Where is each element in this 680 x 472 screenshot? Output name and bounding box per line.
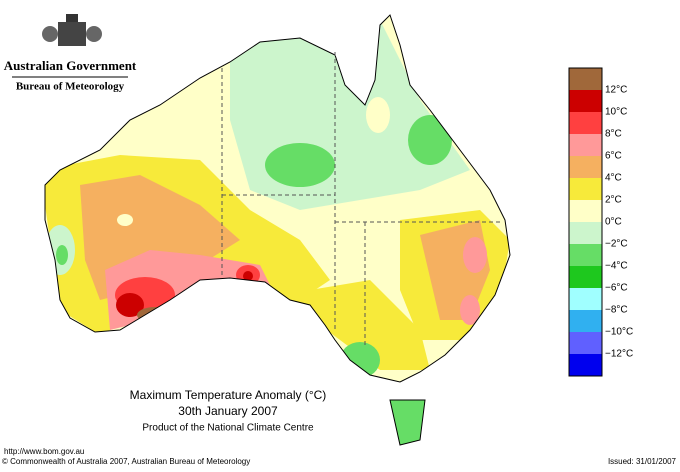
legend-label: −2°C	[605, 239, 628, 250]
legend-swatch	[569, 332, 602, 354]
map-date: 30th January 2007	[178, 404, 278, 418]
issued: Issued: 31/01/2007	[608, 457, 677, 466]
legend-swatch	[569, 310, 602, 332]
bureau: Bureau of Meteorology	[16, 81, 125, 93]
legend-swatch	[569, 266, 602, 288]
legend-swatch	[569, 68, 602, 90]
legend-label: −8°C	[605, 305, 628, 316]
copyright: © Commonwealth of Australia 2007, Austra…	[2, 457, 250, 466]
legend-swatch	[569, 288, 602, 310]
legend-label: 4°C	[605, 173, 622, 184]
legend-swatch	[569, 222, 602, 244]
legend-label: 0°C	[605, 217, 622, 228]
legend-label: 8°C	[605, 129, 622, 140]
legend-swatch	[569, 112, 602, 134]
tasmania	[389, 399, 426, 446]
coastline	[44, 14, 511, 383]
legend-label: −6°C	[605, 283, 628, 294]
crest	[42, 14, 102, 46]
legend-swatch	[569, 354, 602, 376]
state-borders	[221, 52, 500, 345]
legend-swatch	[569, 156, 602, 178]
legend-label: −4°C	[605, 261, 628, 272]
legend-frame	[568, 67, 603, 377]
map-credit: Product of the National Climate Centre	[142, 423, 314, 434]
legend-label: 12°C	[605, 85, 627, 96]
legend-swatch	[569, 178, 602, 200]
legend-label: 10°C	[605, 107, 627, 118]
map-title: Maximum Temperature Anomaly (°C)	[130, 388, 327, 402]
legend-swatch	[569, 134, 602, 156]
url: http://www.bom.gov.au	[4, 447, 84, 456]
legend: 12°C 10°C 8°C 6°C 4°C 2°C 0°C −2°C −4°C −6°C −8°C −…	[568, 67, 633, 377]
legend-label: 2°C	[605, 195, 622, 206]
legend-swatch	[569, 244, 602, 266]
legend-swatch	[569, 200, 602, 222]
legend-label: 6°C	[605, 151, 622, 162]
legend-label: −10°C	[605, 327, 633, 338]
agency: Australian Government	[4, 58, 137, 73]
legend-label: −12°C	[605, 349, 633, 360]
legend-swatch	[569, 90, 602, 112]
